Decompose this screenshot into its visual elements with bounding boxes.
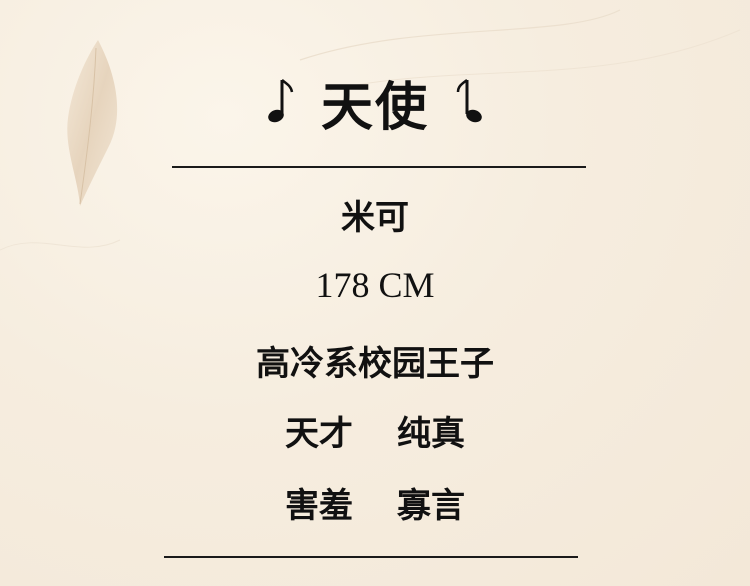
traits-row-2: 害羞 寡言 — [0, 478, 750, 527]
bottom-divider — [164, 556, 578, 558]
traits-row-1: 天才 纯真 — [0, 406, 750, 455]
trait-label: 害羞 — [285, 486, 353, 526]
trait-label: 寡言 — [397, 486, 465, 526]
character-description: 高冷系校园王子 — [256, 344, 494, 384]
page-title: 天使 — [320, 76, 429, 138]
trait-label: 纯真 — [397, 414, 465, 454]
title-row: 天使 — [0, 62, 750, 142]
top-divider — [172, 166, 586, 168]
feather-icon — [67, 40, 118, 206]
character-name: 米可 — [341, 198, 409, 238]
character-height: 178 CM — [315, 265, 435, 305]
music-note-icon — [456, 79, 482, 123]
trait-label: 天才 — [285, 414, 353, 454]
music-note-icon — [268, 79, 294, 123]
